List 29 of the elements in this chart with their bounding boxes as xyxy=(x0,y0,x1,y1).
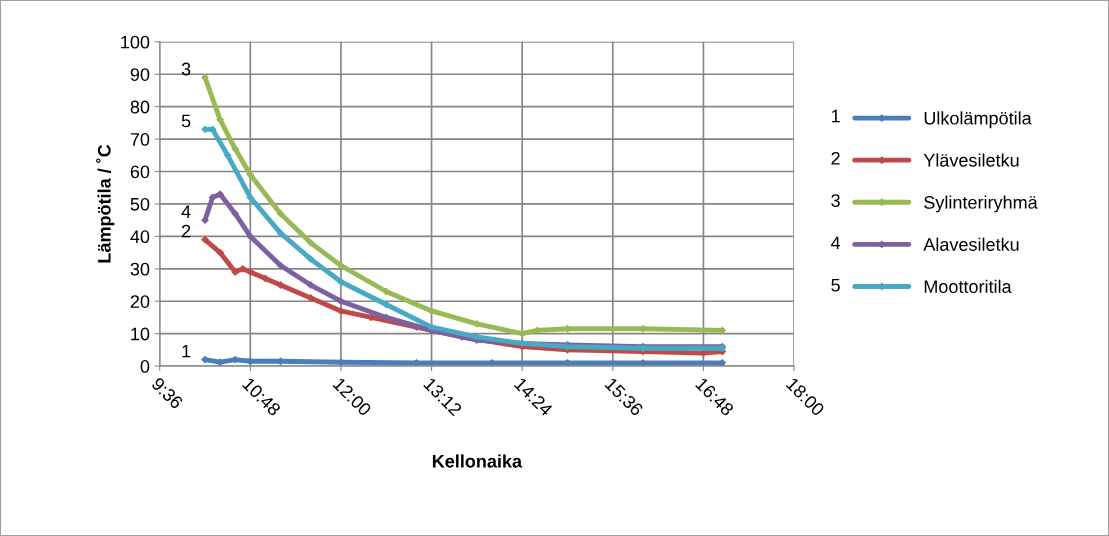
y-tick-label: 50 xyxy=(130,197,150,211)
y-tick-label: 20 xyxy=(130,295,150,308)
text: 5 xyxy=(831,278,840,292)
y-tick-label: 90 xyxy=(130,68,150,81)
annotation: 5 xyxy=(181,114,191,128)
y-tick-label: 10 xyxy=(131,327,150,341)
y-tick-label: 70 xyxy=(130,133,150,146)
legend-label: Moottoritila xyxy=(924,279,1012,294)
annotation: 2 xyxy=(181,224,191,238)
annotation: 1 xyxy=(182,344,191,358)
legend-label: Ulkolämpötila xyxy=(924,111,1032,129)
annotation: 4 xyxy=(181,205,191,218)
text: 4 xyxy=(830,236,841,250)
x-axis-title: Kellonaika xyxy=(432,454,523,468)
legend-label: Alavesiletku xyxy=(923,237,1019,251)
x-tick-label: 9:36 xyxy=(150,376,184,410)
y-tick-label: 80 xyxy=(130,100,150,114)
annotation: 3 xyxy=(181,62,191,76)
y-tick-label: 60 xyxy=(130,165,150,179)
y-tick-label: 0 xyxy=(140,360,150,373)
y-axis-title: Lämpötila / ˚C xyxy=(96,144,115,263)
text: 2 xyxy=(831,151,840,165)
y-tick-label: 100 xyxy=(121,35,150,49)
y-tick-label: 30 xyxy=(130,262,150,276)
legend-label: Sylinteriryhmä xyxy=(924,195,1038,213)
legend-label: Ylävesiletku xyxy=(923,153,1019,167)
text: 1 xyxy=(831,109,840,123)
text: 3 xyxy=(831,194,840,207)
y-tick-label: 40 xyxy=(130,230,150,244)
